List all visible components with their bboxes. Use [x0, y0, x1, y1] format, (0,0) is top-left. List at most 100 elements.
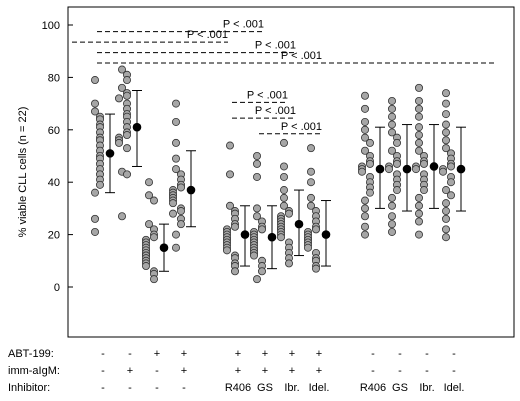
data-point [123, 170, 132, 179]
data-point [171, 165, 180, 174]
data-point [387, 212, 396, 221]
data-point [91, 214, 100, 223]
data-point [306, 193, 315, 202]
data-point [118, 83, 127, 92]
data-point [311, 264, 320, 273]
imm-aigm-cell: - [452, 365, 456, 377]
mean-marker [402, 164, 412, 174]
data-point [414, 83, 423, 92]
group-3 [141, 178, 169, 284]
abt199-cell: + [235, 348, 241, 360]
data-point [279, 201, 288, 210]
imm-aigm-cell: + [235, 365, 241, 377]
data-point [123, 91, 132, 100]
abt199-cell: - [452, 348, 456, 360]
inhibitor-cell: GS [257, 382, 273, 394]
data-point [446, 162, 455, 171]
abt199-cell: - [371, 348, 375, 360]
data-point [96, 180, 105, 189]
data-point [365, 159, 374, 168]
data-point [414, 217, 423, 226]
group-9 [357, 91, 385, 239]
abt199-cell: + [154, 348, 160, 360]
data-point [360, 222, 369, 231]
mean-marker [267, 232, 277, 242]
data-point [446, 178, 455, 187]
data-point [360, 91, 369, 100]
data-point [284, 209, 293, 218]
data-point [360, 230, 369, 239]
inhibitor-cell: Ibr. [284, 382, 299, 394]
data-point [392, 186, 401, 195]
data-point [360, 104, 369, 113]
group-1 [91, 76, 115, 236]
data-point [414, 138, 423, 147]
data-point [441, 207, 450, 216]
group-7 [276, 138, 304, 268]
abt199-cell: + [262, 348, 268, 360]
imm-aigm-cell: - [155, 365, 159, 377]
data-point [360, 146, 369, 155]
data-point [446, 191, 455, 200]
group-8 [303, 144, 331, 273]
inhibitor-cell: - [182, 382, 186, 394]
data-point [257, 267, 266, 276]
data-point [387, 128, 396, 137]
y-axis-label: % viable CLL cells (n = 22) [17, 107, 29, 238]
abt199-cell: - [425, 348, 429, 360]
data-point [392, 138, 401, 147]
data-point [441, 144, 450, 153]
data-point [387, 227, 396, 236]
row-label-abt199: ABT-199: [8, 348, 54, 360]
data-groups [91, 65, 466, 284]
data-point [387, 120, 396, 129]
data-point [118, 65, 127, 74]
data-point [387, 201, 396, 210]
data-point [414, 201, 423, 210]
data-point [115, 94, 124, 103]
data-point [225, 141, 234, 150]
data-point [91, 188, 100, 197]
data-point [387, 96, 396, 105]
data-point [438, 167, 447, 176]
data-point [441, 199, 450, 208]
data-point [230, 267, 239, 276]
data-point [171, 99, 180, 108]
data-point [279, 186, 288, 195]
significance-label: P < .001 [281, 50, 322, 62]
data-point [357, 167, 366, 176]
data-point [118, 212, 127, 221]
significance-label: P < .001 [255, 105, 296, 117]
data-point [168, 199, 177, 208]
significance-label: P < .001 [247, 89, 288, 101]
data-point [144, 178, 153, 187]
data-point [441, 128, 450, 137]
data-point [441, 233, 450, 242]
data-point [171, 243, 180, 252]
data-point [387, 220, 396, 229]
data-point [414, 104, 423, 113]
data-point [306, 167, 315, 176]
data-point [387, 104, 396, 113]
significance-label: P < .001 [187, 29, 228, 41]
data-point [414, 209, 423, 218]
data-point [149, 233, 158, 242]
row-label-inhibitor: Inhibitor: [8, 382, 50, 394]
data-point [252, 172, 261, 181]
y-axis: 0 20 40 60 80 100 [42, 20, 73, 294]
data-point [387, 193, 396, 202]
data-point [360, 117, 369, 126]
significance-label: P < .001 [255, 40, 296, 52]
data-point [279, 162, 288, 171]
imm-aigm-cell: - [371, 365, 375, 377]
data-point [257, 225, 266, 234]
inhibitor-cell: Idel. [309, 382, 330, 394]
mean-marker [321, 230, 331, 239]
y-tick-label: 40 [48, 177, 60, 189]
data-point [279, 138, 288, 147]
abt199-cell: + [289, 348, 295, 360]
mean-marker [456, 164, 466, 174]
mean-marker [132, 122, 142, 132]
